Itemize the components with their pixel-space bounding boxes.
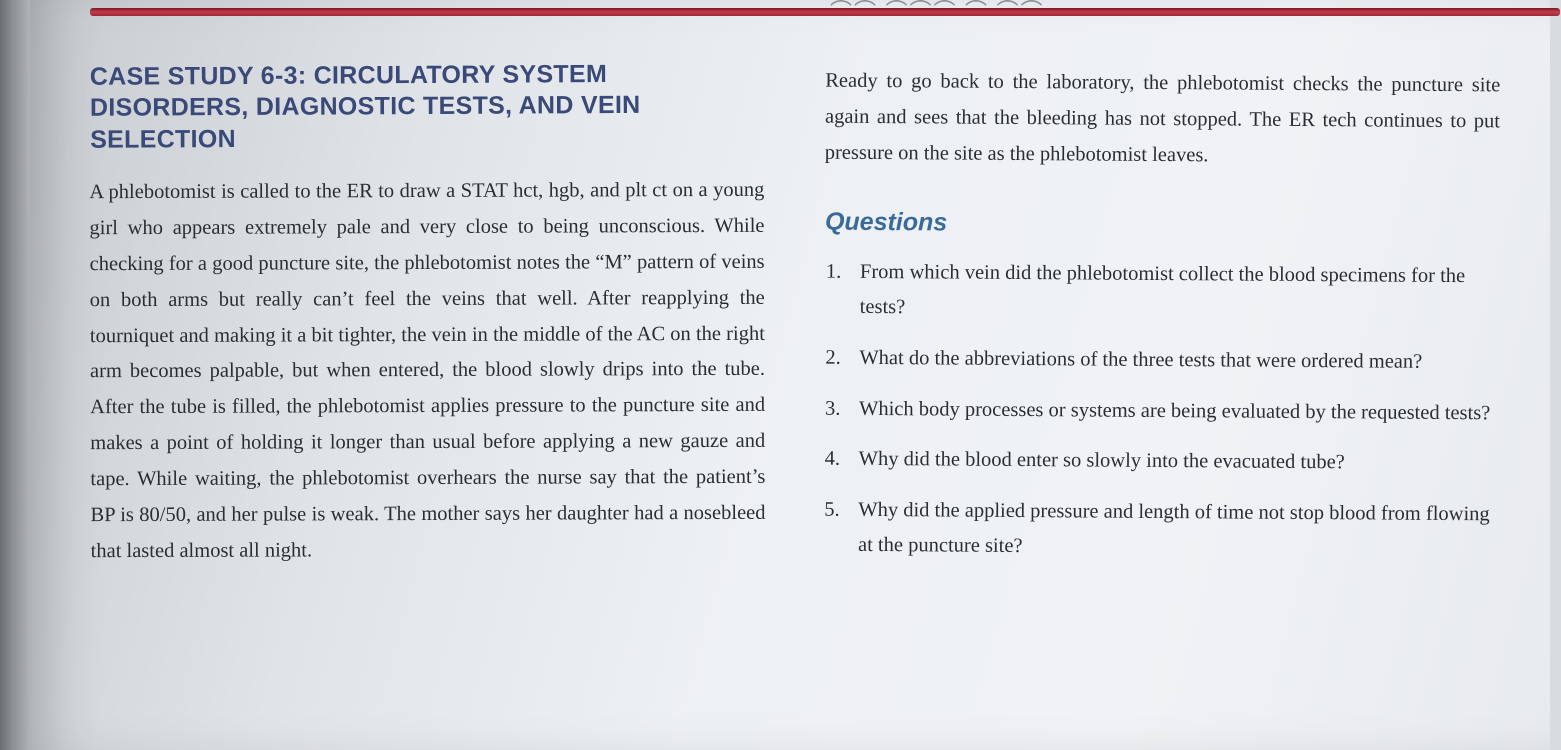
case-study-body-right: Ready to go back to the laboratory, the … bbox=[825, 64, 1501, 176]
case-study-body-left: A phlebotomist is called to the ER to dr… bbox=[89, 173, 765, 570]
question-item: Why did the applied pressure and length … bbox=[824, 492, 1499, 566]
question-item: From which vein did the phlebotomist col… bbox=[826, 254, 1501, 328]
two-column-layout: CASE STUDY 6-3: CIRCULATORY SYSTEM DISOR… bbox=[90, 60, 1500, 581]
question-item: Why did the blood enter so slowly into t… bbox=[825, 442, 1500, 482]
question-item: Which body processes or systems are bein… bbox=[825, 391, 1500, 431]
questions-list: From which vein did the phlebotomist col… bbox=[824, 254, 1501, 567]
textbook-page: ⌒⌒ ⌒⌒⌒ ⌒ ⌒⌒ CASE STUDY 6-3: CIRCULATORY … bbox=[30, 0, 1550, 750]
handwriting-fragment: ⌒⌒ ⌒⌒⌒ ⌒ ⌒⌒ bbox=[830, 0, 1450, 18]
case-study-title: CASE STUDY 6-3: CIRCULATORY SYSTEM DISOR… bbox=[90, 58, 765, 155]
book-spine bbox=[0, 0, 30, 750]
questions-heading: Questions bbox=[825, 207, 1500, 241]
question-item: What do the abbreviations of the three t… bbox=[825, 340, 1500, 380]
right-column: Ready to go back to the laboratory, the … bbox=[825, 60, 1500, 581]
left-column: CASE STUDY 6-3: CIRCULATORY SYSTEM DISOR… bbox=[90, 60, 765, 581]
